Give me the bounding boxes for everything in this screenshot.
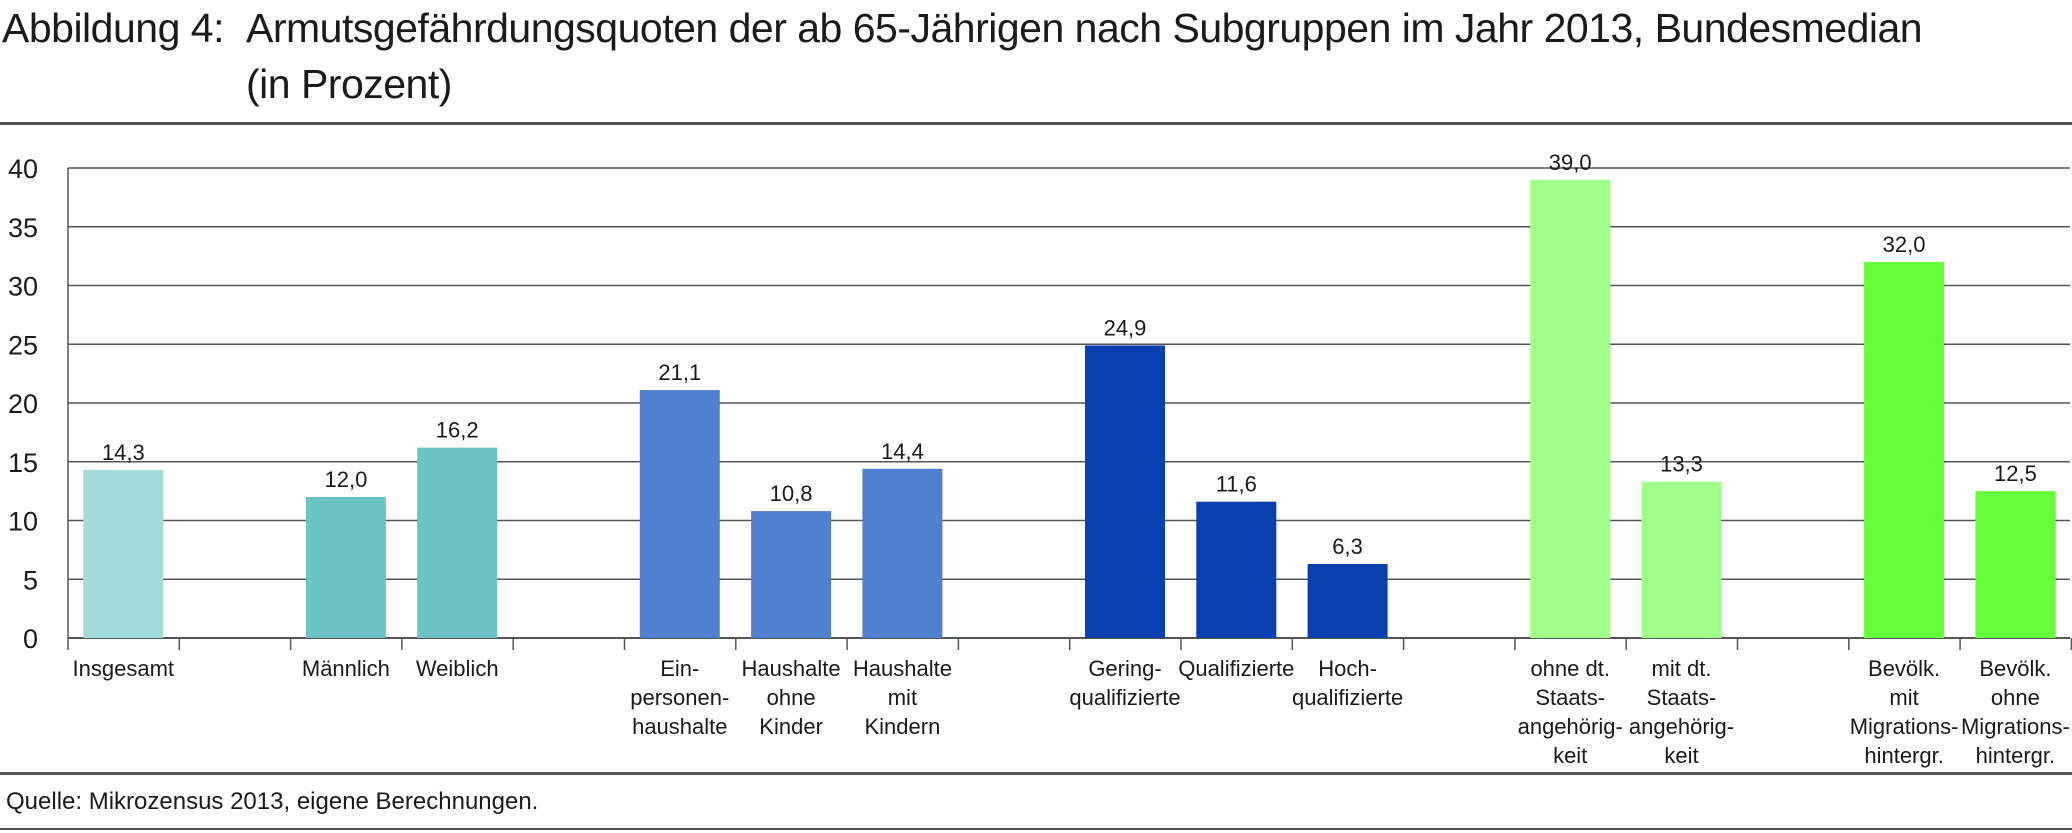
bar-value-label: 11,6 <box>1216 472 1257 497</box>
top-rule <box>0 122 2072 125</box>
bar-value-label: 24,9 <box>1104 315 1147 340</box>
category-label: Migrations- <box>1961 714 2070 739</box>
y-tick-label: 15 <box>8 448 38 478</box>
category-label: Bevölk. <box>1979 656 2051 681</box>
category-label: mit dt. <box>1652 656 1712 681</box>
category-label: angehörig- <box>1518 714 1623 739</box>
title-line-1: Armutsgefährdungsquoten der ab 65-Jährig… <box>246 5 1923 51</box>
category-label: Bevölk. <box>1868 656 1940 681</box>
bar <box>1975 491 2056 638</box>
source-note: Quelle: Mikrozensus 2013, eigene Berechn… <box>6 788 539 815</box>
bar-value-label: 39,0 <box>1549 150 1592 175</box>
bar <box>751 511 832 638</box>
bar-chart: 0 5 10 15 20 25 30 35 40 14,3 Insgesamt 12,0 Männlic… <box>8 150 2072 768</box>
bar-value-label: 14,3 <box>102 440 145 465</box>
category-label: Haushalte <box>742 656 841 681</box>
y-tick-label: 40 <box>8 154 38 184</box>
bar-value-label: 12,0 <box>324 467 367 492</box>
bottom-rule <box>0 772 2072 775</box>
bar <box>1196 501 1277 638</box>
bar-value-label: 10,8 <box>770 481 813 506</box>
title-prefix: Abbildung 4: <box>2 5 224 51</box>
category-label: ohne <box>1991 685 2040 710</box>
y-tick-label: 30 <box>8 272 38 302</box>
category-label: Migrations- <box>1850 714 1959 739</box>
category-label: Weiblich <box>416 656 499 681</box>
bar-value-label: 12,5 <box>1994 461 2037 486</box>
bar <box>1641 481 1722 638</box>
category-label: Insgesamt <box>73 656 175 681</box>
category-label: Hoch- <box>1318 656 1377 681</box>
bar <box>862 468 943 638</box>
bar <box>305 497 386 638</box>
category-label: Staats- <box>1535 685 1605 710</box>
y-tick-label: 20 <box>8 389 38 419</box>
category-label: Haushalte <box>853 656 952 681</box>
category-label: Ein- <box>660 656 699 681</box>
category-label: qualifizierte <box>1292 685 1403 710</box>
y-tick-label: 25 <box>8 330 38 360</box>
bar <box>1307 563 1388 638</box>
category-label: Gering- <box>1088 656 1161 681</box>
bar-value-label: 6,3 <box>1332 534 1363 559</box>
category-label: Staats- <box>1647 685 1717 710</box>
category-label: hintergr. <box>1864 743 1944 768</box>
category-label: haushalte <box>632 714 727 739</box>
bar-value-label: 21,1 <box>658 360 701 385</box>
bar <box>83 469 164 638</box>
category-label: keit <box>1664 743 1698 768</box>
bar-value-label: 14,4 <box>881 439 924 464</box>
y-tick-label: 10 <box>8 507 38 537</box>
bar <box>417 447 498 638</box>
bar <box>1085 345 1165 638</box>
title-line-2: (in Prozent) <box>246 61 452 107</box>
category-label: Kinder <box>759 714 823 739</box>
category-label: mit <box>888 685 917 710</box>
category-label: mit <box>1889 685 1918 710</box>
category-label: ohne <box>767 685 816 710</box>
y-tick-label: 5 <box>23 565 38 595</box>
category-label: keit <box>1553 743 1587 768</box>
category-label: Qualifizierte <box>1178 656 1294 681</box>
chart-title: Abbildung 4: Armutsgefährdungsquoten der … <box>2 0 1923 112</box>
category-label: qualifizierte <box>1069 685 1180 710</box>
category-label: ohne dt. <box>1530 656 1610 681</box>
bar <box>1864 262 1945 638</box>
category-label: personen- <box>630 685 729 710</box>
category-label: Männlich <box>302 656 390 681</box>
bar-value-label: 16,2 <box>436 418 479 443</box>
y-tick-label: 0 <box>23 624 38 654</box>
category-label: hintergr. <box>1976 743 2056 768</box>
footer-rule <box>0 828 2072 830</box>
bar-value-label: 32,0 <box>1883 232 1926 257</box>
bar <box>1530 179 1611 638</box>
bar-value-label: 13,3 <box>1660 452 1703 477</box>
y-tick-label: 35 <box>8 213 38 243</box>
category-label: angehörig- <box>1629 714 1734 739</box>
category-label: Kindern <box>864 714 940 739</box>
bar <box>639 390 720 638</box>
